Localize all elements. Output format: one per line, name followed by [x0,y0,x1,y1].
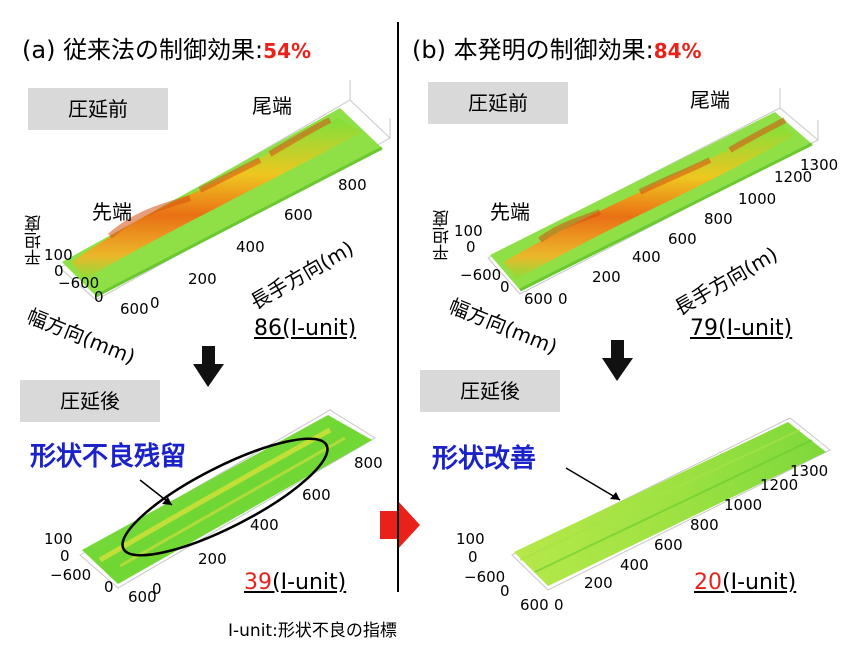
right-title: (b) 本発明の制御効果:84% [412,36,702,64]
left-length-tick-2: 400 [236,238,265,256]
left-after-width-tick-0: −600 [50,566,92,584]
left-after-length-tick-3: 600 [302,486,331,504]
right-after-length-tick-4: 800 [690,516,719,534]
right-after-length-tick-0: 0 [554,596,564,614]
right-before-value: 79(I-unit) [690,316,793,341]
right-annotation: 形状改善 [432,444,537,474]
right-after-width-tick-1: 0 [500,582,510,600]
right-length-tick-2: 400 [632,248,661,266]
left-title: (a) 従来法の制御効果:54% [22,36,312,64]
right-after-width-tick-0: −600 [464,568,506,586]
left-after-tag: 圧延後 [20,380,160,422]
defect-ellipse [121,437,329,557]
right-tail-label: 尾端 [690,88,730,112]
left-after-width-tick-1: 0 [104,578,114,596]
left-length-tick-3: 600 [284,206,313,224]
right-after-length-tick-1: 200 [584,574,613,592]
left-after-width-tick-2: 600 [128,588,157,606]
right-after-z-tick: 100 [456,530,485,548]
right-before-surface [487,88,819,295]
right-after-length-tick-3: 600 [654,536,683,554]
left-length-tick-1: 200 [188,270,217,288]
left-annotation: 形状不良残留 [30,442,187,472]
right-after-width-tick-2: 600 [520,596,549,614]
left-z-tick: 100 [44,246,73,264]
right-length-tick-0: 0 [558,290,568,308]
right-after-length-tick-6: 1200 [760,476,799,494]
right-after-tag: 圧延後 [420,370,560,412]
left-after-surface [79,409,376,589]
right-before-tag: 圧延前 [428,82,568,124]
right-flatness-label: 平坦度 [433,210,453,261]
right-head-label: 先端 [490,200,530,224]
right-length-tick-5: 1000 [738,190,777,208]
right-after-z-zero: 0 [468,548,478,566]
right-after-length-tick-2: 400 [620,556,649,574]
left-length-tick-4: 800 [338,176,367,194]
right-length-tick-6: 1200 [774,168,813,186]
right-after-length-tick-7: 1300 [790,462,829,480]
right-length-tick-4: 800 [704,210,733,228]
left-length-tick-0: 0 [150,294,160,312]
left-after-length-tick-0: 0 [152,580,162,598]
panel-divider [397,22,399,592]
left-after-value: 39(I-unit) [244,570,347,595]
right-z-tick: 100 [454,222,483,240]
right-after-value: 20(I-unit) [694,570,797,595]
red-right-arrow [380,500,420,550]
left-tail-label: 尾端 [252,94,292,118]
left-before-tag: 圧延前 [28,88,168,130]
left-width-tick-1: 0 [94,288,104,306]
left-width-tick-0: −600 [58,274,100,292]
right-length-tick-7: 1300 [800,156,839,174]
left-after-length-tick-1: 200 [198,550,227,568]
left-before-value: 86(I-unit) [254,316,357,341]
left-after-z-tick: 100 [44,530,73,548]
left-z-zero: 0 [54,262,64,280]
right-width-tick-1: 0 [500,278,510,296]
right-width-tick-2: 600 [524,290,553,308]
right-length-tick-3: 600 [668,230,697,248]
right-after-length-tick-5: 1000 [724,496,763,514]
left-after-length-tick-2: 400 [250,516,279,534]
right-down-arrow [602,340,633,381]
footnote: I-unit:形状不良の指標 [228,621,397,641]
right-after-surface [511,417,831,591]
left-after-length-tick-4: 800 [354,454,383,472]
left-head-label: 先端 [92,200,132,224]
right-length-tick-1: 200 [592,268,621,286]
right-width-tick-0: −600 [460,266,502,284]
right-z-zero: 0 [466,238,476,256]
left-down-arrow [193,346,224,387]
left-width-tick-2: 600 [120,300,149,318]
left-before-surface [59,80,391,301]
left-after-z-zero: 0 [60,547,70,565]
